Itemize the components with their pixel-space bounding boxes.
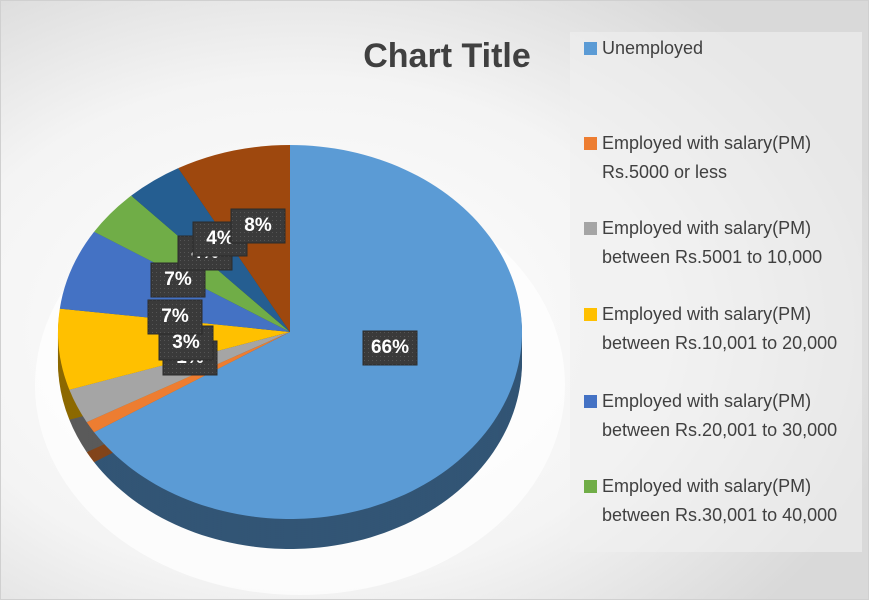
chart-title: Chart Title [363,37,531,75]
legend-label: Employed with salary(PM) between Rs.30,0… [602,476,838,525]
legend-swatch [584,222,597,235]
data-label: 7% [164,269,192,290]
data-label: 7% [161,306,189,327]
legend-swatch [584,42,597,55]
legend-swatch [584,480,597,493]
legend-label: Employed with salary(PM) between Rs.5001… [602,218,823,267]
pie-slice [86,332,290,433]
legend-entry: Employed with salary(PM) between Rs.5001… [582,214,869,272]
legend-label: Unemployed [602,38,704,58]
legend-entry: Employed with salary(PM) between Rs.20,0… [582,387,869,445]
pie-slice [69,332,290,423]
data-label-box [147,299,203,335]
data-label: 8% [244,215,272,236]
legend-entry: Employed with salary(PM) between Rs.10,0… [582,300,869,358]
data-label-box [230,208,286,244]
pie-top [57,145,522,519]
data-label-box [362,330,418,366]
data-label: 66% [371,337,409,358]
legend-swatch [584,308,597,321]
legend-entry: Unemployed [582,34,869,63]
data-labels: 66%1%3%7%7%4%4%8% [147,208,418,376]
legend-label: Employed with salary(PM) between Rs.20,0… [602,391,838,440]
data-label: 3% [172,332,200,353]
legend-label: Employed with salary(PM) Rs.5000 or less [602,133,812,182]
pie-slice [94,145,522,519]
legend-label: Employed with salary(PM) between Rs.10,0… [602,304,838,353]
data-label: 4% [206,228,234,249]
legend-swatch [584,137,597,150]
legend-entry: Employed with salary(PM) between Rs.30,0… [582,472,869,530]
legend-swatch [584,395,597,408]
legend-entry: Employed with salary(PM) Rs.5000 or less [582,129,869,187]
legend: Unemployed Employed with salary(PM) Rs.50… [570,32,862,552]
